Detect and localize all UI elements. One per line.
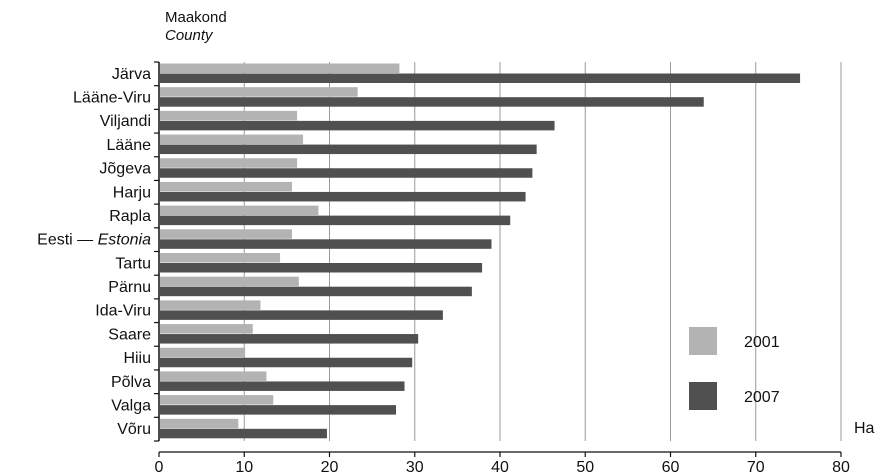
value-tick-label: 60 bbox=[662, 459, 680, 474]
legend-swatch-2007 bbox=[689, 382, 717, 410]
value-tick-label: 80 bbox=[832, 459, 850, 474]
category-label: Võru bbox=[117, 421, 151, 438]
value-tick-label: 10 bbox=[235, 459, 253, 474]
category-label: Põlva bbox=[111, 374, 151, 391]
bar-2007 bbox=[160, 286, 472, 297]
bar-2007 bbox=[160, 97, 704, 107]
value-tick-label: 20 bbox=[321, 459, 339, 474]
bar-2007 bbox=[160, 381, 405, 391]
bar-2001 bbox=[160, 395, 274, 405]
value-tick-label: 50 bbox=[576, 459, 594, 474]
value-axis-unit: Ha bbox=[854, 420, 875, 437]
bar-2001 bbox=[160, 181, 292, 192]
category-label: Eesti — Estonia bbox=[37, 232, 151, 249]
bar-2007 bbox=[160, 73, 801, 83]
bar-2001 bbox=[160, 87, 358, 97]
bar-2007 bbox=[160, 357, 413, 368]
legend-label-2001: 2001 bbox=[744, 334, 780, 351]
bar-2001 bbox=[160, 371, 267, 381]
category-axis-title: Maakond County bbox=[165, 9, 227, 45]
bar-2007 bbox=[160, 334, 419, 344]
category-label: Saare bbox=[108, 326, 151, 343]
value-tick-label: 70 bbox=[747, 459, 765, 474]
legend-label-2007: 2007 bbox=[744, 389, 780, 406]
category-label: Järva bbox=[112, 66, 151, 83]
bar-2007 bbox=[160, 144, 537, 155]
value-tick-label: 0 bbox=[155, 459, 164, 474]
bar-2007 bbox=[160, 263, 483, 273]
bar-2001 bbox=[160, 229, 292, 239]
bar-2001 bbox=[160, 158, 298, 168]
category-label: Rapla bbox=[109, 208, 151, 225]
category-label: Hiiu bbox=[123, 350, 151, 367]
category-label: Lääne-Viru bbox=[73, 90, 151, 107]
bar-2007 bbox=[160, 428, 327, 439]
legend-swatch-2001 bbox=[689, 327, 717, 355]
bar-2001 bbox=[160, 110, 298, 121]
bar-2001 bbox=[160, 253, 281, 263]
category-label: Viljandi bbox=[100, 113, 151, 130]
category-label: Tartu bbox=[115, 255, 151, 272]
category-label: Valga bbox=[111, 397, 151, 414]
category-label: Lääne bbox=[107, 137, 152, 154]
bar-2007 bbox=[160, 215, 511, 226]
bar-2007 bbox=[160, 310, 443, 320]
bar-2007 bbox=[160, 239, 492, 249]
bar-2001 bbox=[160, 418, 239, 429]
value-tick-label: 30 bbox=[406, 459, 424, 474]
category-axis-title-en: County bbox=[165, 27, 213, 44]
category-label: Ida-Viru bbox=[95, 303, 151, 320]
bar-2001 bbox=[160, 134, 304, 145]
bar-2001 bbox=[160, 205, 319, 216]
bar-2007 bbox=[160, 168, 533, 178]
bar-2001 bbox=[160, 276, 299, 287]
value-tick-label: 40 bbox=[491, 459, 509, 474]
category-axis-title-et: Maakond bbox=[165, 9, 227, 26]
bar-2001 bbox=[160, 300, 261, 310]
bar-2001 bbox=[160, 63, 400, 73]
category-label: Harju bbox=[113, 184, 151, 201]
bar-2001 bbox=[160, 324, 253, 334]
bar-2007 bbox=[160, 191, 526, 202]
bar-2007 bbox=[160, 405, 396, 415]
bar-2007 bbox=[160, 120, 555, 131]
category-label: Pärnu bbox=[108, 279, 151, 296]
category-label: Jõgeva bbox=[99, 161, 151, 178]
bar-2001 bbox=[160, 347, 246, 358]
